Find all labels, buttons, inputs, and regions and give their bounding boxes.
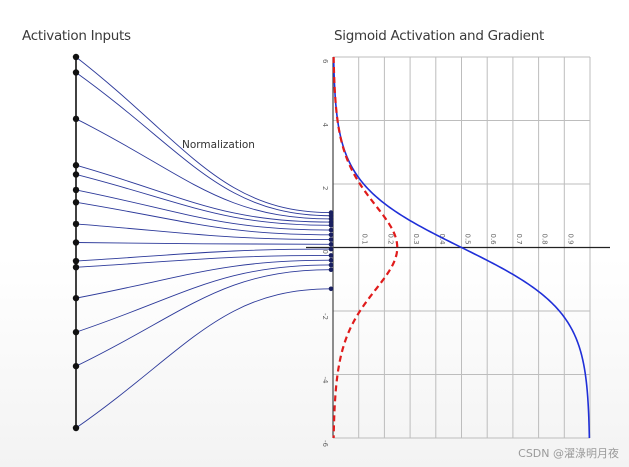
normalization-line bbox=[75, 264, 332, 333]
input-tick-label: 4 bbox=[321, 123, 329, 128]
normalized-point bbox=[328, 267, 334, 273]
normalization-line bbox=[75, 269, 332, 367]
normalization-label: Normalization bbox=[182, 139, 255, 151]
input-point bbox=[72, 199, 80, 206]
normalization-line bbox=[75, 242, 332, 245]
chart-tick-labels: 6 4 2 0 -2 -4 -6 0.1 0.2 0.3 0.4 0.5 0.6 0.7 0.8 0.9 bbox=[321, 59, 574, 448]
normalization-line bbox=[75, 254, 332, 268]
input-point bbox=[72, 53, 80, 61]
input-points bbox=[72, 53, 80, 432]
output-tick-label: 0.7 bbox=[515, 234, 523, 245]
output-tick-label: 0.5 bbox=[464, 234, 472, 245]
normalized-point bbox=[328, 257, 334, 263]
input-point bbox=[72, 239, 80, 246]
normalization-line bbox=[75, 248, 332, 262]
input-point bbox=[72, 424, 80, 432]
normalization-line bbox=[75, 259, 332, 299]
normalization-line bbox=[75, 118, 332, 220]
input-point bbox=[72, 115, 80, 123]
input-point bbox=[72, 264, 80, 271]
normalized-point bbox=[328, 219, 334, 225]
normalized-point bbox=[328, 210, 334, 215]
input-tick-label: -6 bbox=[321, 440, 329, 448]
normalization-line bbox=[75, 288, 332, 429]
normalized-point bbox=[328, 213, 334, 219]
output-tick-label: 0.9 bbox=[566, 234, 574, 245]
input-point bbox=[72, 69, 80, 76]
input-tick-label: 6 bbox=[321, 59, 329, 64]
normalization-line bbox=[75, 189, 332, 231]
input-point bbox=[72, 328, 80, 336]
normalized-point bbox=[328, 262, 334, 268]
normalized-point bbox=[328, 253, 334, 258]
normalization-line bbox=[75, 56, 332, 214]
input-tick-label: 0 bbox=[321, 250, 329, 254]
gradient-curve bbox=[332, 56, 399, 439]
watermark: CSDN @濯淥明月夜 bbox=[518, 447, 619, 460]
left-panel-title: Activation Inputs bbox=[22, 28, 131, 44]
normalization-line bbox=[75, 201, 332, 236]
output-tick-label: 0.6 bbox=[489, 234, 497, 246]
input-point bbox=[72, 220, 80, 228]
normalized-point bbox=[328, 232, 334, 238]
input-tick-label: 2 bbox=[321, 186, 329, 190]
input-point bbox=[72, 186, 80, 194]
normalization-lines bbox=[75, 56, 332, 429]
input-point bbox=[72, 171, 80, 178]
input-point bbox=[72, 162, 80, 169]
normalized-point bbox=[328, 286, 334, 292]
input-tick-label: -4 bbox=[321, 377, 329, 385]
normalization-line bbox=[75, 72, 332, 217]
normalized-point bbox=[328, 216, 334, 222]
output-tick-label: 0.8 bbox=[541, 234, 549, 245]
normalized-point bbox=[328, 242, 334, 247]
normalization-line bbox=[75, 223, 332, 241]
output-tick-label: 0.1 bbox=[361, 234, 369, 245]
normalized-point bbox=[328, 222, 334, 228]
input-point bbox=[72, 257, 80, 265]
normalization-line bbox=[75, 174, 332, 226]
input-point bbox=[72, 362, 80, 370]
normalized-point bbox=[328, 246, 334, 252]
right-panel-title: Sigmoid Activation and Gradient bbox=[334, 28, 544, 44]
input-tick-label: -2 bbox=[321, 313, 329, 320]
normalization-line bbox=[75, 164, 332, 223]
output-tick-label: 0.4 bbox=[438, 234, 446, 246]
input-point bbox=[72, 294, 80, 302]
normalized-points bbox=[328, 210, 334, 292]
normalized-point bbox=[328, 227, 334, 233]
chart-grid bbox=[306, 56, 610, 439]
output-tick-label: 0.2 bbox=[386, 234, 394, 245]
normalized-point bbox=[328, 237, 334, 242]
output-tick-label: 0.3 bbox=[412, 234, 420, 245]
